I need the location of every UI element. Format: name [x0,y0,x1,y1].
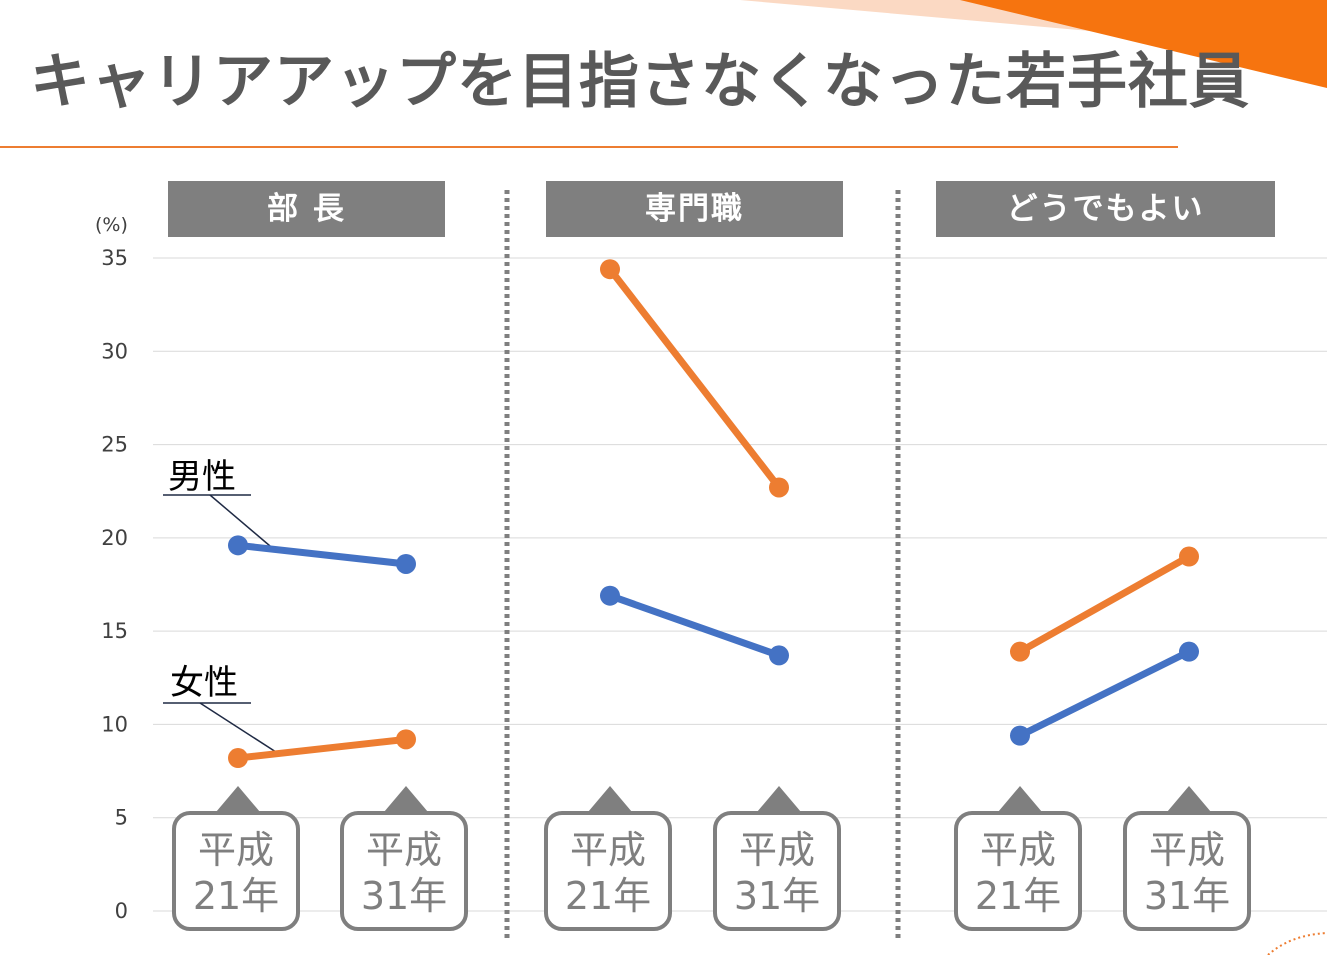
y-tick-label: 5 [115,806,128,830]
data-point-female [396,729,416,750]
panel-title-bucho: 部 長 [168,181,445,237]
data-point-female [1010,641,1030,662]
data-point-male [228,535,248,556]
data-point-female [228,748,248,769]
category-label-era: 平成 [569,828,646,872]
y-tick-label: 10 [101,712,128,736]
data-point-male [1010,725,1030,746]
label-female: 女性 [170,663,238,703]
category-label-year: 31年 [733,874,821,918]
y-tick-label: 25 [101,433,128,457]
series-line-female [1016,553,1193,656]
corner-dotted-arc [1267,932,1327,955]
label-male: 男性 [168,457,236,497]
category-label: 平成 31年 [1123,811,1251,931]
category-label-year: 21年 [192,874,280,918]
category-label: 平成 21年 [172,811,300,931]
category-label: 平成 31年 [340,811,468,931]
category-label-year: 31年 [1143,874,1231,918]
data-point-female [1179,546,1199,567]
category-label: 平成 21年 [544,811,672,931]
y-axis-ticks: 0 5 10 15 20 25 30 35 [101,246,128,923]
category-label: 平成 31年 [713,811,841,931]
series-callouts [163,494,277,753]
y-tick-label: 35 [101,246,128,270]
category-label-era: 平成 [738,828,815,872]
series-line-male [1016,648,1193,740]
data-point-male [396,553,416,574]
data-point-female [600,259,620,280]
series-line-male [606,592,783,659]
category-label-era: 平成 [979,828,1056,872]
callout-female-leader [199,702,277,753]
category-label-year: 31年 [360,874,448,918]
category-pointer [216,786,260,812]
series-line-female [606,265,783,491]
series-line-female [234,735,410,762]
y-tick-label: 20 [101,526,128,550]
category-label: 平成 21年 [954,811,1082,931]
category-pointer [998,786,1042,812]
panel-dividers [504,190,901,940]
data-point-male [1179,641,1199,662]
panel-title-senmonshoku: 専門職 [546,181,843,237]
category-label-era: 平成 [1148,828,1225,872]
category-pointer [384,786,428,812]
category-pointer [1167,786,1211,812]
y-tick-label: 15 [101,619,128,643]
panel-title-doudemoyoi: どうでもよい [936,181,1275,237]
y-tick-label: 0 [115,899,128,923]
series-lines [228,259,1199,769]
corner-stripe-orange [960,0,1327,88]
callout-male-leader [209,494,271,547]
category-label-year: 21年 [974,874,1062,918]
series-line-male [234,541,410,568]
data-point-male [600,585,620,606]
category-label-era: 平成 [365,828,442,872]
title-underline [0,146,1178,148]
category-pointer [588,786,632,812]
category-pointer [757,786,801,812]
data-point-male [769,645,789,666]
category-label-era: 平成 [197,828,274,872]
y-axis-unit: (%) [95,214,128,236]
data-point-female [769,477,789,498]
category-label-year: 21年 [564,874,652,918]
y-tick-label: 30 [101,339,128,363]
page-title: キャリアアップを目指さなくなった若手社員 [30,47,1250,117]
